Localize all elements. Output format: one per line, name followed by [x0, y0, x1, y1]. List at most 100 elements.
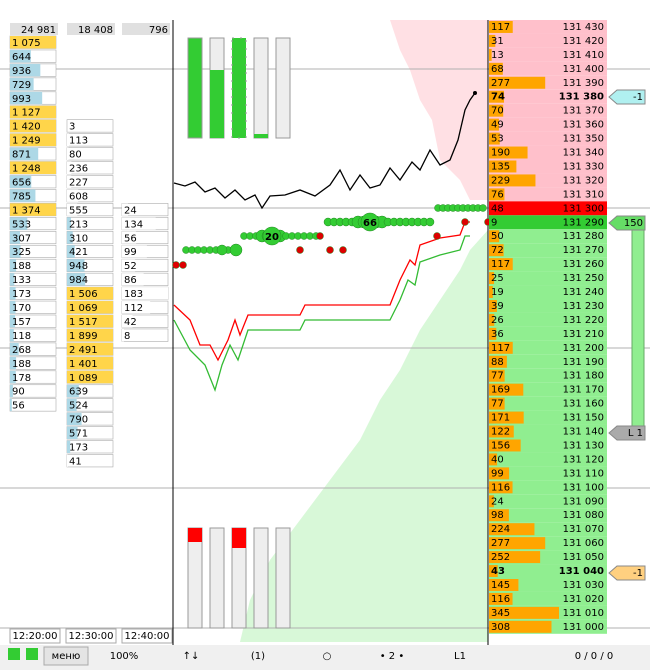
- volume: 49: [491, 120, 504, 131]
- cell-value: 268: [12, 345, 31, 356]
- volume: 68: [491, 64, 504, 75]
- volume-bar: [489, 146, 528, 159]
- trade-dot: [229, 243, 243, 257]
- volume: 117: [491, 259, 510, 270]
- header-cell: [10, 23, 58, 35]
- cell-value: 871: [12, 150, 31, 161]
- price: 131 090: [563, 496, 604, 507]
- cell-value: 1 075: [12, 38, 41, 49]
- status-icon[interactable]: [8, 648, 20, 660]
- price: 131 320: [563, 175, 604, 186]
- cell-value: 1 517: [69, 317, 98, 328]
- price: 131 300: [563, 203, 604, 214]
- volume: 224: [491, 524, 510, 535]
- price: 131 110: [563, 468, 604, 479]
- ladder-row: [489, 187, 607, 202]
- volume: 117: [491, 343, 510, 354]
- cell-bar: [67, 133, 70, 147]
- price: 131 260: [563, 259, 604, 270]
- volume-bar: [489, 286, 493, 298]
- time-cell: [65, 628, 117, 644]
- cell-value: 112: [124, 303, 143, 314]
- volume: 122: [491, 427, 510, 438]
- menu-button[interactable]: [43, 646, 89, 666]
- cell-value: 533: [12, 219, 31, 230]
- cell-bar: [10, 119, 56, 133]
- trade-dots: [172, 204, 492, 269]
- volume: 252: [491, 552, 510, 563]
- cell-bar: [67, 217, 71, 230]
- cell-bar: [67, 398, 77, 412]
- volume-bar: [489, 230, 500, 243]
- cell-bar: [10, 105, 56, 119]
- cell-bar: [67, 175, 72, 188]
- cell-bar: [67, 356, 113, 370]
- volume: 117: [491, 22, 510, 33]
- cell-value: 421: [69, 247, 88, 258]
- cell-bar: [10, 189, 36, 202]
- ladder-row: [489, 494, 607, 509]
- status-menu[interactable]: меню: [52, 651, 81, 662]
- cell-bar: [67, 287, 113, 300]
- price: 131 080: [563, 510, 604, 521]
- level-bar: [253, 37, 269, 139]
- volume-bar: [489, 592, 513, 605]
- status-arrows: ↑↓: [183, 651, 200, 662]
- cell-bar: [67, 370, 113, 384]
- volume: 116: [491, 482, 510, 493]
- marker: [608, 425, 646, 441]
- volume: 135: [491, 161, 510, 172]
- volume-bar: [489, 258, 513, 271]
- marker: [608, 215, 646, 231]
- price: 131 230: [563, 301, 604, 312]
- cell-bar: [10, 259, 17, 272]
- trade-dot: [262, 226, 282, 246]
- price: 131 280: [563, 231, 604, 242]
- price: 131 120: [563, 454, 604, 465]
- header-total: 18 408: [78, 25, 113, 36]
- volume-bar: [489, 21, 513, 33]
- cell-bar: [67, 328, 113, 342]
- status-icon[interactable]: [26, 648, 38, 660]
- ladder-row: [489, 285, 607, 299]
- time-cell: [121, 628, 173, 644]
- cell-value: 936: [12, 66, 31, 77]
- price: 131 140: [563, 427, 604, 438]
- cell-value: 644: [12, 52, 31, 63]
- cell-bar: [10, 328, 14, 342]
- cell-value: 90: [12, 387, 25, 398]
- cell-bar: [122, 315, 133, 328]
- header-cell: [122, 23, 170, 35]
- ladder-row: [489, 201, 607, 216]
- cell-bar: [10, 133, 56, 147]
- cell-bar: [10, 161, 56, 174]
- cell-value: 52: [124, 261, 137, 272]
- status-count: (1): [251, 651, 265, 662]
- cell-bar: [67, 231, 73, 244]
- cell-value: 3: [69, 122, 75, 133]
- cell-bar: [67, 440, 71, 453]
- position-bar: [631, 227, 645, 429]
- ladder-row: [489, 312, 607, 327]
- volume: 31: [491, 36, 504, 47]
- volume: 345: [491, 608, 510, 619]
- price: 131 210: [563, 329, 604, 340]
- ladder-row: [489, 117, 607, 132]
- volume-bar: [489, 453, 498, 466]
- ladder-row: [489, 271, 607, 286]
- volume: 72: [491, 245, 504, 256]
- trade-dot: [296, 246, 304, 254]
- ladder-row: [489, 452, 607, 467]
- volume-bar: [489, 425, 514, 438]
- cell-bar: [67, 259, 85, 272]
- cell-value: 2 491: [69, 345, 98, 356]
- ladder-row: [489, 466, 607, 481]
- volume: 116: [491, 594, 510, 605]
- status-zoom: 100%: [110, 651, 139, 662]
- cell-bar: [122, 259, 136, 272]
- cell-bar: [10, 301, 16, 314]
- cell-bar: [122, 203, 129, 216]
- level-bar: [209, 527, 225, 629]
- trade-dot: [360, 212, 380, 232]
- price: 131 380: [559, 92, 604, 103]
